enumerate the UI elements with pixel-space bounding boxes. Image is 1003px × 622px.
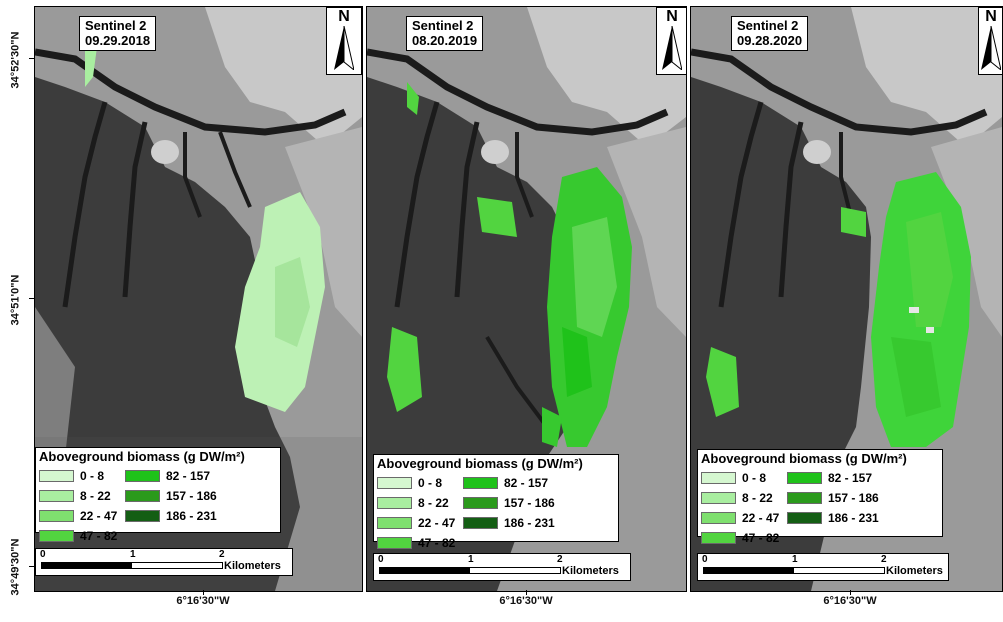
legend-swatch: [463, 517, 498, 529]
scale-bar: 0 1 2 Kilometers: [373, 553, 631, 581]
longitude-label: 6°16'30"W: [499, 595, 553, 607]
legend-item: 0 - 8: [39, 469, 104, 483]
legend-item: 157 - 186: [787, 491, 879, 505]
legend-swatch: [463, 497, 498, 509]
date-label-box: Sentinel 2 08.20.2019: [406, 16, 484, 51]
legend-swatch: [125, 510, 160, 522]
legend-item: 0 - 8: [701, 471, 766, 485]
legend-swatch: [39, 490, 74, 502]
map-panel-2018: Sentinel 2 09.29.2018 N Aboveground biom…: [34, 6, 363, 592]
legend-item: 8 - 22: [701, 491, 773, 505]
longitude-label: 6°16'30"W: [176, 595, 230, 607]
north-letter: N: [338, 8, 350, 25]
legend-title: Aboveground biomass (g DW/m²): [39, 449, 245, 464]
scale-bar: 0 1 2 Kilometers: [35, 548, 293, 576]
legend-swatch: [701, 512, 736, 524]
legend-swatch: [701, 532, 736, 544]
north-letter: N: [666, 8, 678, 25]
legend-item: 22 - 47: [701, 511, 779, 525]
scale-unit: Kilometers: [886, 565, 943, 577]
legend-item: 0 - 8: [377, 476, 442, 490]
scale-bar-graphic: [41, 562, 223, 569]
north-arrow: N: [326, 7, 362, 75]
sensor-label: Sentinel 2: [412, 18, 474, 33]
legend-item: 47 - 82: [39, 529, 117, 543]
sensor-label: Sentinel 2: [85, 18, 147, 33]
legend-item: 186 - 231: [463, 516, 555, 530]
legend-item: 22 - 47: [39, 509, 117, 523]
legend-title: Aboveground biomass (g DW/m²): [701, 451, 907, 466]
legend-item: 157 - 186: [463, 496, 555, 510]
legend-item: 8 - 22: [377, 496, 449, 510]
biomass-legend: Aboveground biomass (g DW/m²) 0 - 8 8 - …: [697, 449, 943, 545]
legend-swatch: [787, 512, 822, 524]
legend-item: 157 - 186: [125, 489, 217, 503]
biomass-legend: Aboveground biomass (g DW/m²) 0 - 8 8 - …: [35, 447, 281, 543]
legend-swatch: [377, 537, 412, 549]
map-panel-2020: Sentinel 2 09.28.2020 N Aboveground biom…: [690, 6, 1003, 592]
legend-item: 47 - 82: [377, 536, 455, 550]
north-arrow-icon: [662, 26, 682, 70]
date-label: 09.28.2020: [737, 33, 803, 48]
legend-swatch: [39, 470, 74, 482]
latitude-tick: [29, 298, 35, 299]
longitude-tick: [203, 590, 204, 595]
date-label: 08.20.2019: [412, 33, 478, 48]
legend-item: 82 - 157: [787, 471, 872, 485]
legend-swatch: [377, 517, 412, 529]
latitude-label-north: 34°52'30"N: [9, 31, 22, 89]
legend-swatch: [463, 477, 498, 489]
latitude-tick: [29, 566, 35, 567]
legend-item: 186 - 231: [125, 509, 217, 523]
biomass-legend: Aboveground biomass (g DW/m²) 0 - 8 8 - …: [373, 454, 619, 550]
scale-unit: Kilometers: [562, 565, 619, 577]
legend-swatch: [39, 510, 74, 522]
longitude-tick: [526, 590, 527, 595]
date-label-box: Sentinel 2 09.28.2020: [731, 16, 809, 51]
north-arrow: N: [978, 7, 1002, 75]
legend-item: 82 - 157: [125, 469, 210, 483]
legend-swatch: [125, 470, 160, 482]
scale-bar-graphic: [379, 567, 561, 574]
north-arrow: N: [656, 7, 686, 75]
legend-item: 82 - 157: [463, 476, 548, 490]
legend-swatch: [377, 497, 412, 509]
sensor-label: Sentinel 2: [737, 18, 799, 33]
longitude-label: 6°16'30"W: [823, 595, 877, 607]
latitude-tick: [29, 58, 35, 59]
legend-swatch: [701, 492, 736, 504]
latitude-label-south: 34°49'30"N: [9, 538, 22, 596]
legend-swatch: [377, 477, 412, 489]
legend-swatch: [787, 492, 822, 504]
date-label: 09.29.2018: [85, 33, 151, 48]
north-arrow-icon: [334, 26, 354, 70]
longitude-tick: [850, 590, 851, 595]
date-label-box: Sentinel 2 09.29.2018: [79, 16, 157, 51]
scale-bar-graphic: [703, 567, 885, 574]
legend-swatch: [39, 530, 74, 542]
legend-title: Aboveground biomass (g DW/m²): [377, 456, 583, 471]
legend-swatch: [787, 472, 822, 484]
legend-item: 8 - 22: [39, 489, 111, 503]
legend-swatch: [125, 490, 160, 502]
north-letter: N: [985, 8, 997, 25]
scale-bar: 0 1 2 Kilometers: [697, 553, 949, 581]
legend-item: 47 - 82: [701, 531, 779, 545]
map-panel-2019: Sentinel 2 08.20.2019 N Aboveground biom…: [366, 6, 687, 592]
latitude-label-middle: 34°51'0"N: [9, 274, 22, 326]
legend-item: 22 - 47: [377, 516, 455, 530]
scale-unit: Kilometers: [224, 560, 281, 572]
legend-item: 186 - 231: [787, 511, 879, 525]
north-arrow-icon: [981, 26, 1001, 70]
legend-swatch: [701, 472, 736, 484]
